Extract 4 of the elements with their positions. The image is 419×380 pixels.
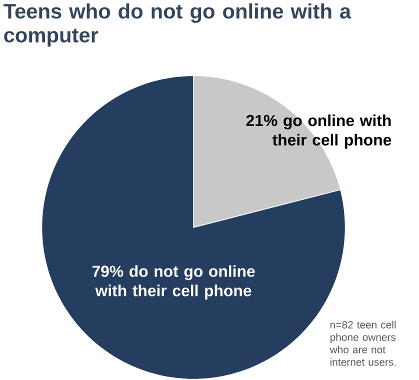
chart-title: Teens who do not go online with a computer — [4, 4, 352, 47]
slice-label: 79% do not go online with their cell phone — [92, 265, 255, 300]
slice-label: 21% go online with their cell phone — [246, 114, 392, 149]
text: n=82 teen cell phone owners who are not internet users. — [330, 321, 396, 366]
